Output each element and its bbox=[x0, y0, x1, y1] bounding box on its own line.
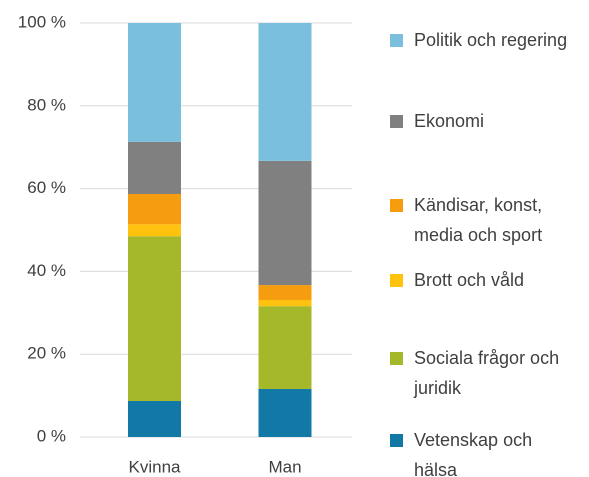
legend-item: Kändisar, konst, media och sport bbox=[390, 190, 585, 250]
y-tick-label: 40 % bbox=[27, 261, 66, 280]
legend-label: Sociala frågor och juridik bbox=[414, 348, 560, 398]
bar-segment bbox=[128, 23, 181, 142]
legend-label: Kändisar, konst, media och sport bbox=[414, 195, 543, 245]
legend-swatch bbox=[390, 34, 403, 47]
x-tick-label: Kvinna bbox=[129, 457, 182, 476]
bar-segment bbox=[128, 236, 181, 401]
legend-label: Brott och våld bbox=[414, 270, 525, 290]
legend-label: Politik och regering bbox=[414, 30, 568, 50]
legend-label: Ekonomi bbox=[414, 111, 485, 131]
bar-segment bbox=[258, 160, 312, 286]
bar-segment bbox=[128, 224, 181, 237]
y-tick-label: 100 % bbox=[18, 12, 66, 31]
legend-swatch bbox=[390, 115, 403, 128]
legend-swatch bbox=[390, 352, 403, 365]
bar-segment bbox=[128, 141, 181, 194]
legend-item: Brott och våld bbox=[390, 265, 585, 295]
legend-item: Politik och regering bbox=[390, 25, 585, 55]
legend-item: Sociala frågor och juridik bbox=[390, 343, 585, 403]
bar-segment bbox=[258, 299, 312, 307]
bar-segment bbox=[258, 388, 312, 437]
legend-swatch bbox=[390, 274, 403, 287]
bar-segment bbox=[128, 400, 181, 437]
legend-label: Vetenskap och hälsa bbox=[414, 430, 533, 477]
legend-item: Ekonomi bbox=[390, 106, 585, 136]
y-tick-label: 60 % bbox=[27, 178, 66, 197]
y-tick-label: 20 % bbox=[27, 344, 66, 363]
bar-segment bbox=[258, 285, 312, 300]
legend-swatch bbox=[390, 434, 403, 447]
bar-segment bbox=[258, 306, 312, 389]
y-tick-label: 0 % bbox=[37, 426, 66, 445]
x-tick-label: Man bbox=[268, 457, 301, 476]
legend-swatch bbox=[390, 199, 403, 212]
y-tick-label: 80 % bbox=[27, 95, 66, 114]
bar-segment bbox=[258, 23, 312, 161]
bar-segment bbox=[128, 193, 181, 225]
legend-item: Vetenskap och hälsa bbox=[390, 425, 585, 477]
